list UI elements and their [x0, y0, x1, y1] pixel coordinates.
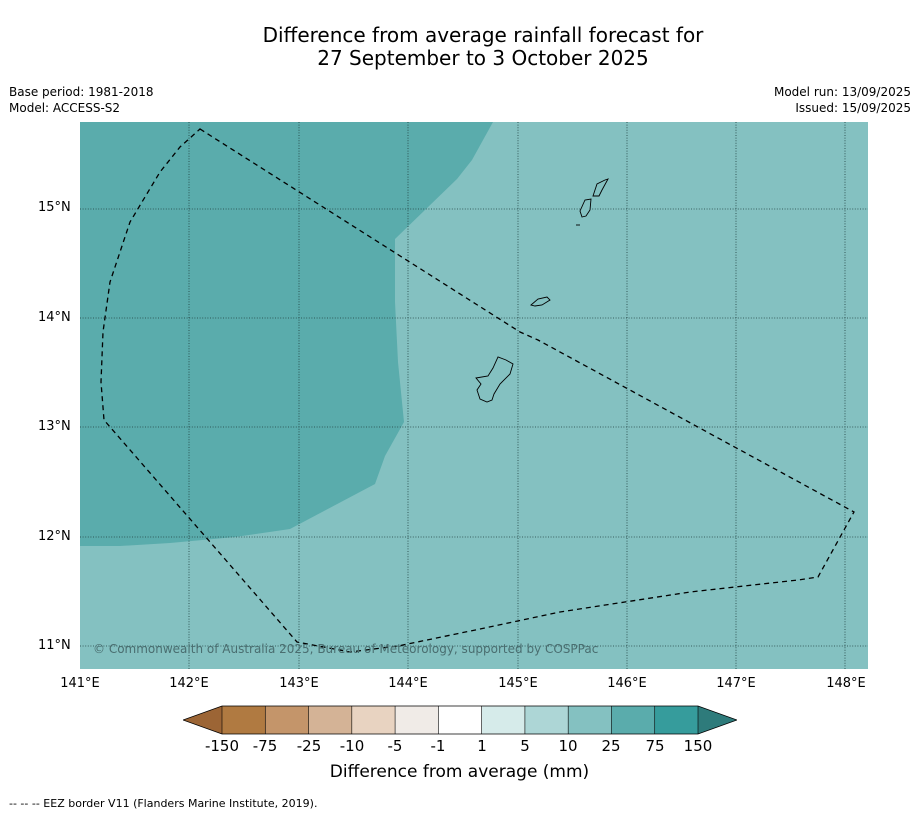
lon-label-147e: 147°E: [716, 676, 756, 691]
colorbar-tick-2: -75: [252, 737, 278, 755]
model-name: Model: ACCESS-S2: [9, 101, 121, 115]
colorbar-tick-1: -150: [204, 737, 240, 755]
colorbar-segment-7: [481, 706, 525, 734]
colorbar-segment-4: [351, 706, 396, 734]
colorbar-segment-1: [222, 706, 266, 734]
colorbar-tick-8: 5: [520, 737, 530, 755]
island-tinian: [579, 198, 592, 218]
colorbar: [183, 705, 737, 735]
colorbar-tick-9: 10: [558, 737, 578, 755]
lat-label-13n: 13°N: [38, 419, 71, 434]
model-run-date: Model run: 13/09/2025: [773, 85, 911, 99]
colorbar-segment-11: [654, 706, 698, 734]
island-guam: [475, 356, 514, 403]
colorbar-segment-5: [395, 706, 439, 734]
colorbar-tick-10: 25: [601, 737, 621, 755]
colorbar-tick-4: -10: [339, 737, 365, 755]
islands: [475, 178, 609, 403]
issued-date: Issued: 15/09/2025: [795, 101, 911, 115]
island-saipan: [592, 178, 609, 197]
lon-label-146e: 146°E: [607, 676, 647, 691]
eez-footnote: -- -- -- EEZ border V11 (Flanders Marine…: [9, 797, 318, 810]
colorbar-segment-2: [265, 706, 309, 734]
colorbar-tick-3: -25: [296, 737, 322, 755]
colorbar-tick-7: 1: [477, 737, 487, 755]
colorbar-tick-11: 75: [645, 737, 665, 755]
lon-label-141e: 141°E: [60, 676, 100, 691]
lat-label-11n: 11°N: [38, 638, 71, 653]
colorbar-extend-high: [698, 706, 737, 734]
graticule: [80, 122, 868, 669]
colorbar-tick-6: -1: [430, 737, 446, 755]
lat-label-15n: 15°N: [38, 200, 71, 215]
lon-label-148e: 148°E: [826, 676, 866, 691]
rainfall-map: [80, 122, 868, 669]
rainfall-region-25-to-75: [80, 122, 493, 546]
colorbar-segment-10: [611, 706, 655, 734]
colorbar-segment-9: [568, 706, 612, 734]
colorbar-title: Difference from average (mm): [329, 762, 590, 782]
colorbar-extend-low: [183, 706, 222, 734]
meta-right: Model run: 13/09/2025 Issued: 15/09/2025: [774, 84, 911, 116]
colorbar-segment-6: [438, 706, 482, 734]
map-title-line-1: Difference from average rainfall forecas…: [262, 23, 704, 47]
colorbar-tick-12: 150: [683, 737, 713, 755]
colorbar-segment-3: [308, 706, 352, 734]
island-rota: [530, 296, 551, 307]
colorbar-segment-8: [524, 706, 569, 734]
lon-label-142e: 142°E: [169, 676, 209, 691]
lat-label-12n: 12°N: [38, 529, 71, 544]
base-period: Base period: 1981-2018: [9, 85, 154, 99]
map-title-line-2: 27 September to 3 October 2025: [317, 46, 649, 70]
lon-label-144e: 144°E: [388, 676, 428, 691]
lon-label-145e: 145°E: [498, 676, 538, 691]
lon-label-143e: 143°E: [279, 676, 319, 691]
colorbar-tick-5: -5: [387, 737, 403, 755]
meta-left: Base period: 1981-2018 Model: ACCESS-S2: [9, 84, 154, 116]
eez-border: [100, 128, 855, 653]
copyright-notice: © Commonwealth of Australia 2025, Bureau…: [93, 642, 599, 656]
lat-label-14n: 14°N: [38, 310, 71, 325]
